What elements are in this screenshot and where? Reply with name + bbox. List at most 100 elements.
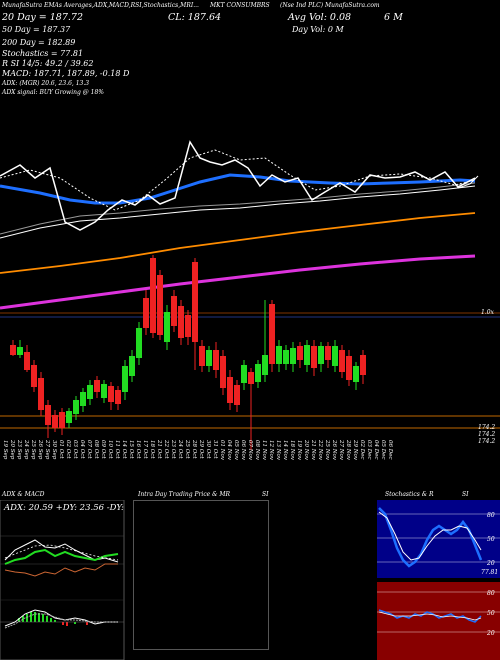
x-axis-date-label: 21 Nov [310,440,316,460]
macd-line [4,609,118,627]
adx-panel: ADX: 20.59 +DY: 23.56 -DY: 15.32 [0,500,125,660]
x-axis-date-label: 03 Oct [72,440,78,459]
candle [192,262,198,342]
candle [87,385,93,399]
rsi-tick-50: 50 [487,610,495,617]
day-volume-label: Day Vol: 0 M [292,25,344,34]
candle [122,366,128,392]
rsi-tick-20: 20 [486,630,495,637]
rsi-white-line [378,611,482,621]
x-axis-dates: 19 Sep 20 Sep 23 Sep 24 Sep 25 Sep 26 Sep 27 S… [0,440,500,485]
x-axis-date-label: 29 Nov [352,440,358,460]
adx-panel-title: ADX & MACD [2,491,45,498]
stoch-tick-20: 20 [486,560,495,567]
ema20-line [0,173,476,205]
x-axis-date-label: 13 Nov [275,440,281,460]
x-axis-date-label: 25 Nov [324,440,330,460]
candle [143,298,149,328]
header-title-right: (Nse Ind PLC) MunafaSutra.com [280,2,380,9]
stoch-k-line [378,507,483,568]
close-price-label: CL: 187.64 [168,12,222,23]
candle [318,346,324,364]
macd-histogram [18,612,88,626]
x-axis-date-label: 24 Sep [23,440,29,460]
ema-gray-line-2 [0,182,476,235]
candle [66,411,72,423]
candle [269,304,275,364]
x-axis-date-label: 14 Nov [282,440,288,460]
candle [290,348,296,364]
candle [101,384,107,398]
units-label: 6 M [384,12,403,23]
candle [199,346,205,366]
candle [164,312,170,342]
x-axis-date-label: 06 Nov [240,440,246,460]
x-axis-date-label: 14 Oct [121,440,127,459]
candle [206,350,212,366]
x-axis-date-label: 19 Nov [296,440,302,460]
adx-label: ADX: (MGR) 20.6, 23.6, 13.3 [2,80,90,87]
candle [178,306,184,338]
x-axis-date-label: 21 Oct [156,440,162,459]
rsi-blue-line [378,609,482,623]
x-axis-date-label: 07 Nov [247,440,253,460]
price-line [0,140,476,231]
x-axis-date-label: 29 Oct [198,440,204,459]
price-label-low-1: 174.2 [478,424,496,431]
x-axis-date-label: 20 Nov [303,440,309,460]
candles [10,255,366,450]
x-axis-date-label: 12 Nov [268,440,274,460]
x-axis-date-label: 09 Oct [100,440,106,459]
x-axis-date-label: 16 Oct [135,440,141,459]
stoch-panel-si: SI [462,491,469,498]
x-axis-date-label: 18 Nov [289,440,295,460]
candle [304,345,310,365]
candle [283,350,289,364]
candle [325,346,331,360]
avg-volume-label: Avg Vol: 0.08 [288,12,352,23]
mri-panel-title: Intra Day Trading Price & MR [138,491,231,498]
x-axis-date-label: 24 Oct [177,440,183,459]
header-title-left: MunafaSutra EMAs Averages,ADX,MACD,RSI,S… [2,2,199,9]
x-axis-date-label: 01 Oct [58,440,64,459]
candle [115,390,121,404]
x-axis-date-label: 23 Sep [16,440,22,460]
candle [311,346,317,368]
stochastics-label: Stochastics = 77.81 [2,49,84,58]
candle [227,377,233,403]
x-axis-date-label: 25 Oct [184,440,190,459]
candle [248,372,254,384]
price-line-tail [457,175,479,189]
stoch-panel-title: Stochastics & R [385,491,434,498]
x-axis-date-label: 11 Oct [114,440,120,459]
candle [129,356,135,376]
x-axis-date-label: 30 Oct [205,440,211,459]
x-axis-date-label: 26 Nov [331,440,337,460]
price-label-low-3: 174.2 [478,438,496,445]
candle [24,352,30,370]
x-axis-date-label: 15 Oct [128,440,134,459]
stoch-tick-80: 80 [487,512,495,519]
candle [346,356,352,380]
stoch-d-line [378,511,482,561]
ema100-line [0,212,476,274]
ema20-label: 20 Day = 187.72 [2,12,83,23]
adx-signal-label: ADX signal: BUY Growing @ 18% [2,89,104,96]
stoch-value-text: 77.81 [481,569,498,576]
macd-label: MACD: 187.71, 187.89, -0.18 D [2,69,130,78]
x-axis-date-label: 26 Sep [37,440,43,460]
x-axis-date-label: 05 Dec [380,440,386,460]
candle [213,350,219,370]
candle [297,346,303,360]
price-label-low-2: 174.2 [478,431,496,438]
x-axis-date-label: 02 Oct [65,440,71,459]
x-axis-date-label: 08 Nov [254,440,260,460]
candle [171,296,177,326]
mri-panel [133,500,269,650]
candle [157,275,163,335]
candle [353,366,359,382]
x-axis-date-label: 27 Nov [338,440,344,460]
ema200-label: 200 Day = 182.89 [2,38,76,47]
plus-di-line [4,548,119,565]
candle [31,365,37,387]
